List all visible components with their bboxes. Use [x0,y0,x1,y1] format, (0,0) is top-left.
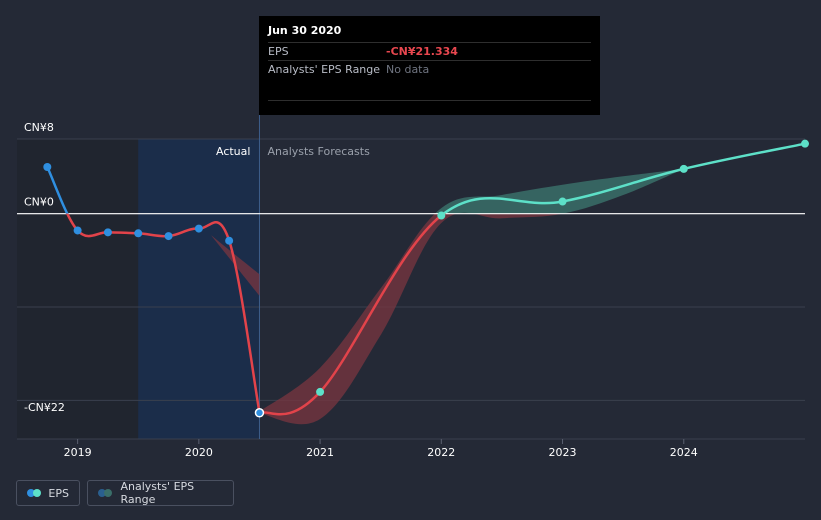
legend-eps-label: EPS [48,486,69,500]
tooltip-range-value: No data [386,63,430,76]
eps-point [103,228,112,237]
x-tick-label: 2024 [670,446,698,459]
eps-point [134,229,143,238]
eps-point [164,232,173,241]
eps-point [558,197,567,206]
tooltip-date: Jun 30 2020 [268,24,342,37]
actual-band [138,139,260,439]
y-tick-label: -CN¥22 [24,401,65,414]
eps-point [679,164,688,173]
y-tick-label: CN¥0 [24,196,54,209]
tooltip-eps-label: EPS [268,45,289,58]
eps-point [43,163,52,171]
range-legend-icon [98,489,114,497]
eps-line-negative [65,213,261,414]
x-tick-label: 2021 [306,446,334,459]
eps-line-positive [441,142,806,214]
tooltip-range-label: Analysts' EPS Range [268,63,381,76]
legend-range-label: Analysts' EPS Range [120,480,195,506]
eps-legend-icon [27,489,42,497]
legend-eps-toggle[interactable]: EPS [16,480,80,506]
tooltip: Jun 30 2020 EPS -CN¥21.334 Analysts' EPS… [259,16,600,115]
eps-point [316,387,325,396]
eps-point [73,226,82,235]
actual-label: Actual [216,145,250,158]
tooltip-divider [268,100,591,101]
tooltip-eps-row: EPS -CN¥21.334 [268,42,591,60]
eps-point [194,224,203,233]
x-tick-label: 2023 [549,446,577,459]
eps-range-band-profit [434,168,684,214]
x-tick-label: 2020 [185,446,213,459]
eps-point [801,139,809,148]
history-shade [17,139,139,439]
tooltip-eps-value: -CN¥21.334 [386,45,458,58]
legend-range-toggle[interactable]: Analysts' EPS Range [87,480,234,506]
x-tick-label: 2019 [64,446,92,459]
tooltip-range-row: Analysts' EPS Range No data [268,60,591,78]
y-tick-label: CN¥8 [24,121,54,134]
eps-point [225,236,234,245]
x-tick-label: 2022 [427,446,455,459]
eps-hover-point [254,408,265,418]
eps-point [437,211,446,220]
forecast-label: Analysts Forecasts [267,145,370,158]
